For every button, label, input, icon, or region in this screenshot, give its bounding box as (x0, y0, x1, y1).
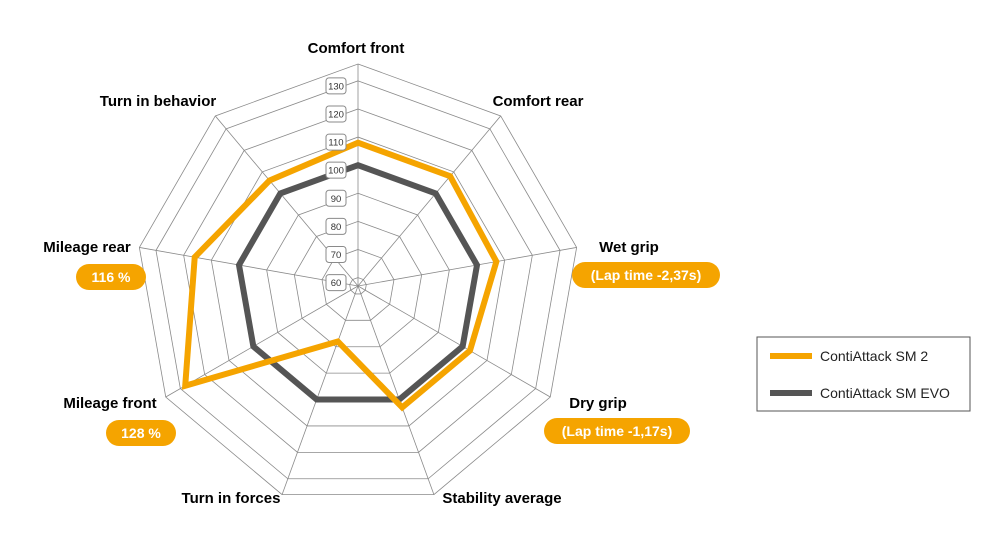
legend-label-contiattack-sm-2: ContiAttack SM 2 (820, 348, 928, 364)
tick-label: 90 (331, 194, 342, 205)
axis-label-mileage-front: Mileage front (63, 395, 156, 412)
badge-pill (76, 264, 146, 290)
tick-label: 130 (328, 81, 344, 92)
grid-ring (321, 249, 395, 321)
spoke-dry-grip (357, 285, 551, 398)
tick-box (325, 105, 347, 123)
grid-ring (266, 192, 450, 374)
badge-mileage-rear: 116 % (76, 264, 146, 290)
axis-label-wet-grip: Wet grip (599, 239, 659, 256)
tick-label: 60 (331, 278, 342, 289)
badge-text: 128 % (121, 425, 161, 441)
axis-label-comfort-front: Comfort front (308, 40, 405, 57)
tick-box (325, 189, 347, 207)
badge-pill (544, 418, 690, 444)
badge-text: (Lap time -2,37s) (591, 267, 701, 283)
tick-box (325, 274, 347, 292)
radar-spokes (139, 64, 577, 495)
grid-ring (349, 277, 367, 295)
axis-label-dry-grip: Dry grip (569, 395, 627, 412)
axis-label-stability-average: Stability average (442, 490, 561, 507)
badge-pill (572, 262, 720, 288)
axis-label-mileage-rear: Mileage rear (43, 239, 131, 256)
series-layer (181, 139, 500, 412)
grid-ring (183, 108, 533, 453)
tick-box (325, 161, 347, 179)
axis-label-turn-in-behavior: Turn in behavior (100, 93, 217, 110)
tick-label: 80 (331, 222, 342, 233)
spoke-mileage-rear (139, 247, 359, 287)
badge-text: (Lap time -1,17s) (562, 423, 672, 439)
axis-labels: Comfort front Comfort rear Wet grip Dry gri… (43, 40, 659, 507)
badge-pill (106, 420, 176, 446)
tick-box (325, 77, 347, 95)
badge-dry-grip: (Lap time -1,17s) (544, 418, 690, 444)
legend: ContiAttack SM 2 ContiAttack SM EVO (756, 336, 971, 412)
series-contiattack-sm-2 (181, 139, 500, 412)
grid-ring (293, 220, 423, 348)
series-contiattack-sm-evo (235, 161, 481, 403)
tick-label: 100 (328, 166, 344, 177)
tick-box (325, 217, 347, 235)
badges: (Lap time -2,37s) (Lap time -1,17s) 128 % 1… (76, 262, 720, 446)
badge-mileage-front: 128 % (106, 420, 176, 446)
spoke-comfort-rear (357, 115, 502, 287)
tick-box (325, 245, 347, 263)
axis-label-turn-in-forces: Turn in forces (182, 490, 281, 507)
tick-box (325, 133, 347, 151)
tick-label: 70 (331, 250, 342, 261)
badge-text: 116 % (92, 269, 131, 285)
tick-label: 120 (328, 109, 344, 120)
spoke-turn-in-forces (281, 285, 359, 495)
legend-label-contiattack-sm-evo: ContiAttack SM EVO (820, 385, 950, 401)
spoke-stability-average (357, 285, 435, 495)
legend-box (756, 336, 971, 412)
tick-label: 110 (328, 138, 343, 149)
spoke-mileage-front (165, 285, 359, 398)
badge-wet-grip: (Lap time -2,37s) (572, 262, 720, 288)
grid-ring (138, 63, 578, 496)
spoke-wet-grip (357, 247, 577, 287)
grid-ring (155, 80, 561, 480)
axis-label-comfort-rear: Comfort rear (493, 93, 584, 110)
tick-labels: 60 70 80 90 100 110 120 130 (325, 77, 347, 292)
